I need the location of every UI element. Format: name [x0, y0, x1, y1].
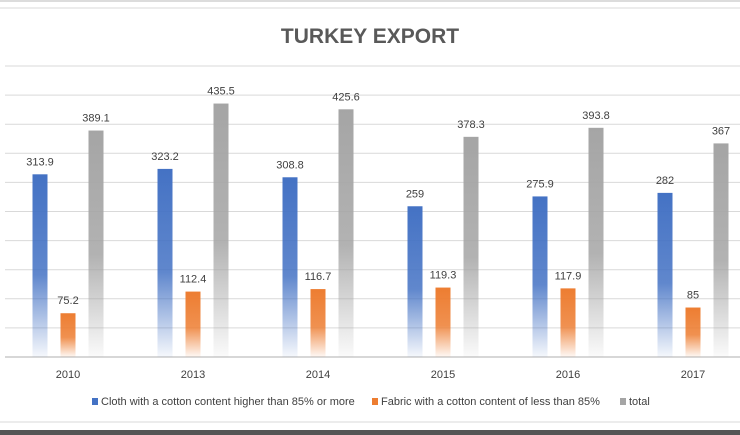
legend-swatch: [620, 398, 626, 405]
legend: Cloth with a cotton content higher than …: [92, 396, 650, 408]
data-label: 389.1: [82, 113, 110, 125]
bar-2015-series-0: [407, 206, 423, 357]
data-label: 378.3: [457, 119, 485, 131]
data-label: 323.2: [151, 151, 179, 163]
data-label: 112.4: [180, 274, 207, 286]
data-label: 259: [406, 188, 424, 200]
data-label: 116.7: [305, 271, 332, 283]
data-label: 85: [687, 290, 699, 302]
bar-2013-series-0: [157, 168, 173, 357]
bar-2017-series-0: [657, 192, 673, 357]
bar-2014-series-2: [338, 109, 354, 357]
bar-2015-series-1: [435, 287, 451, 357]
legend-label: Cloth with a cotton content higher than …: [101, 396, 355, 408]
x-tick-label: 2014: [306, 369, 330, 381]
chart-title: TURKEY EXPORT: [281, 25, 459, 48]
data-label: 119.3: [430, 270, 457, 282]
legend-label: total: [629, 396, 650, 408]
window-bottom-edge: [0, 430, 740, 435]
x-tick-label: 2015: [431, 369, 455, 381]
bar-2016-series-1: [560, 288, 576, 357]
x-tick-label: 2010: [56, 369, 80, 381]
bar-2017-series-2: [713, 143, 729, 357]
data-label: 75.2: [57, 295, 78, 307]
bar-2013-series-1: [185, 291, 201, 357]
x-tick-label: 2016: [556, 369, 580, 381]
bar-2010-series-2: [88, 130, 104, 357]
bar-2013-series-2: [213, 103, 229, 357]
data-label: 425.6: [332, 91, 360, 103]
data-label: 393.8: [582, 110, 610, 122]
bar-2010-series-0: [32, 174, 48, 357]
data-label: 117.9: [555, 270, 582, 282]
legend-swatch: [92, 398, 98, 405]
bar-2015-series-2: [463, 136, 479, 357]
bar-2014-series-1: [310, 289, 326, 357]
bar-2017-series-1: [685, 307, 701, 357]
legend-swatch: [372, 398, 378, 405]
bar-2014-series-0: [282, 177, 298, 357]
data-label: 367: [712, 125, 730, 137]
data-label: 275.9: [526, 178, 554, 190]
x-tick-label: 2017: [681, 369, 705, 381]
data-label: 435.5: [207, 86, 235, 98]
x-tick-label: 2013: [181, 369, 205, 381]
legend-label: Fabric with a cotton content of less tha…: [381, 396, 600, 408]
data-label: 313.9: [26, 156, 54, 168]
data-label: 308.8: [276, 159, 304, 171]
data-label: 282: [656, 175, 674, 187]
bar-2016-series-2: [588, 127, 604, 357]
bar-2010-series-1: [60, 313, 76, 357]
bar-2016-series-0: [532, 196, 548, 357]
